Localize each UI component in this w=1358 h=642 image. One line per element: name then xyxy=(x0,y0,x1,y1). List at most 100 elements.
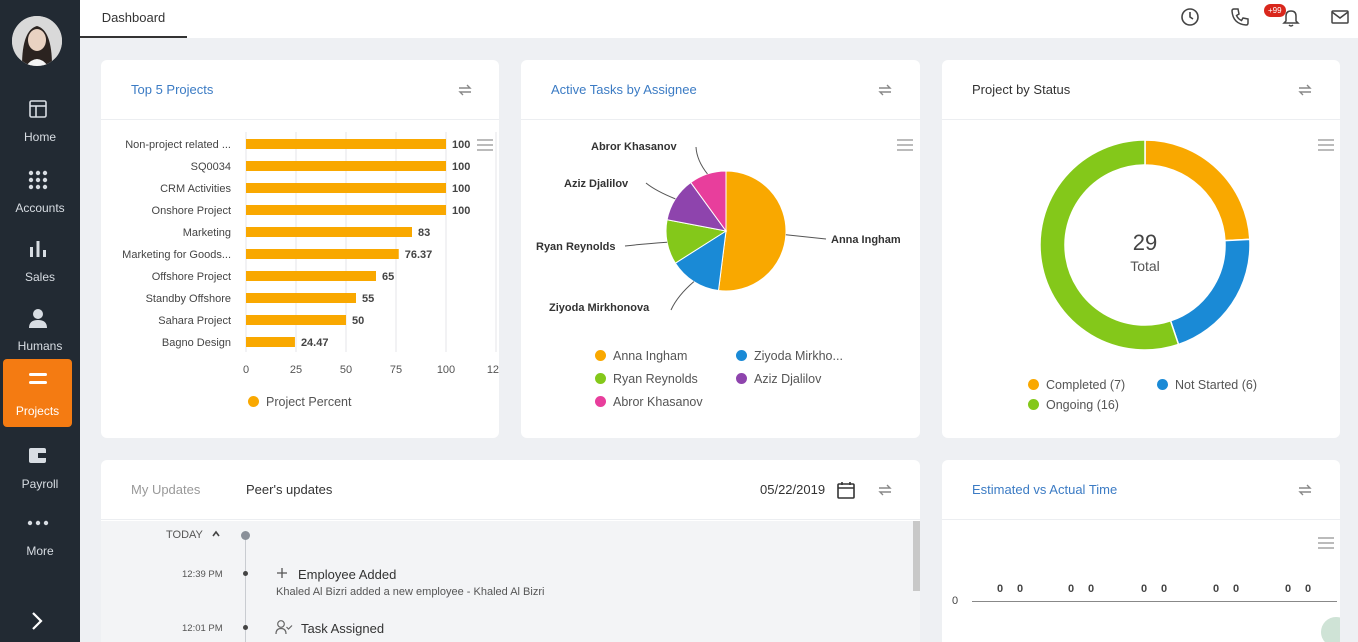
bar-value-label: 24.47 xyxy=(301,337,329,349)
sidebar-item-label: More xyxy=(26,544,54,558)
phone-icon[interactable] xyxy=(1229,6,1251,28)
legend-item[interactable]: Ziyoda Mirkho... xyxy=(736,349,843,363)
bar-value-label: 55 xyxy=(362,293,374,305)
tab-dashboard[interactable]: Dashboard xyxy=(80,0,187,38)
bar-value-label: 83 xyxy=(418,227,430,239)
refresh-icon[interactable] xyxy=(875,80,895,100)
person-icon xyxy=(29,309,47,328)
legend-item[interactable]: Ryan Reynolds xyxy=(595,372,698,386)
y-category-label: Sahara Project xyxy=(158,315,231,327)
bar-value-label: 0 xyxy=(1141,583,1148,595)
chat-button[interactable] xyxy=(1321,617,1340,642)
y-category-label: CRM Activities xyxy=(160,183,231,195)
legend-item[interactable]: Abror Khasanov xyxy=(595,395,703,409)
card-title: Top 5 Projects xyxy=(131,82,214,97)
legend-label: Aziz Djalilov xyxy=(754,372,822,386)
legend-label: Completed (7) xyxy=(1046,378,1126,392)
today-label[interactable]: TODAY xyxy=(166,529,203,541)
pie-slice xyxy=(690,170,727,233)
sidebar-item-label: Payroll xyxy=(21,477,59,491)
bell-icon[interactable] xyxy=(1280,6,1302,28)
refresh-icon[interactable] xyxy=(875,480,895,500)
scrollbar-thumb[interactable] xyxy=(913,521,920,591)
pie-leader-line xyxy=(624,241,668,247)
bar-value-label: 100 xyxy=(452,161,470,173)
bar xyxy=(246,293,356,303)
sidebar-item-label: Home xyxy=(23,130,56,144)
project-status-card: Project by Status 29 Total Completed (7)… xyxy=(942,60,1340,438)
refresh-icon[interactable] xyxy=(1295,480,1315,500)
refresh-icon[interactable] xyxy=(1295,80,1315,100)
legend-item[interactable]: Not Started (6) xyxy=(1157,378,1257,392)
pie-leader-line xyxy=(670,281,695,311)
donut-segment xyxy=(1039,139,1180,351)
legend-item[interactable]: Completed (7) xyxy=(1028,378,1125,392)
bar xyxy=(246,337,295,347)
calendar-icon[interactable] xyxy=(836,480,856,500)
legend-swatch xyxy=(736,350,747,361)
pie-slice-label: Abror Khasanov xyxy=(591,141,677,153)
bar xyxy=(246,161,446,171)
card-title: Project by Status xyxy=(972,82,1071,97)
bar xyxy=(246,227,412,237)
chart-menu-icon[interactable] xyxy=(1317,138,1335,152)
donut-center: 29 Total xyxy=(1095,230,1195,274)
card-title: Active Tasks by Assignee xyxy=(551,82,697,97)
chart-menu-icon[interactable] xyxy=(1317,536,1335,550)
chevron-up-icon[interactable] xyxy=(211,529,221,539)
x-tick-label: 50 xyxy=(340,364,352,376)
bar-value-label: 0 xyxy=(1305,583,1312,595)
legend-item[interactable]: Ongoing (16) xyxy=(1028,398,1119,412)
legend-swatch xyxy=(736,373,747,384)
more-dots-icon xyxy=(27,520,49,526)
bar xyxy=(246,183,446,193)
bar-value-label: 100 xyxy=(452,205,470,217)
date-value[interactable]: 05/22/2019 xyxy=(760,482,826,497)
card-header: Active Tasks by Assignee xyxy=(521,60,920,120)
legend-label: Abror Khasanov xyxy=(613,395,703,409)
chart-menu-icon[interactable] xyxy=(896,138,914,152)
card-header: My Updates Peer's updates 05/22/2019 xyxy=(101,460,920,520)
chart-menu-icon[interactable] xyxy=(476,138,494,152)
clock-icon[interactable] xyxy=(1179,6,1201,28)
update-description: Khaled Al Bizri added a new employee - K… xyxy=(276,586,545,598)
active-tasks-card: Active Tasks by Assignee Anna Ingham Ziyo… xyxy=(521,60,920,438)
legend-swatch xyxy=(1028,399,1039,410)
legend-swatch xyxy=(1028,379,1039,390)
legend-label: Ongoing (16) xyxy=(1046,398,1119,412)
sidebar-item-accounts[interactable]: Accounts xyxy=(0,159,80,227)
avatar[interactable] xyxy=(12,16,62,66)
bar xyxy=(246,139,446,149)
pie-slice xyxy=(717,170,787,292)
sidebar-item-more[interactable]: More xyxy=(0,502,80,570)
refresh-icon[interactable] xyxy=(455,80,475,100)
sidebar-item-sales[interactable]: Sales xyxy=(0,228,80,296)
legend-item[interactable]: Aziz Djalilov xyxy=(736,372,821,386)
bar-value-label: 0 xyxy=(1285,583,1292,595)
pie-slice xyxy=(674,230,727,292)
chevron-right-icon[interactable] xyxy=(28,610,46,632)
project-status-chart xyxy=(1039,139,1251,351)
timeline-line xyxy=(245,540,246,642)
tab-my-updates[interactable]: My Updates xyxy=(131,482,201,497)
pie-slice-label: Aziz Djalilov xyxy=(564,178,629,190)
bar-value-label: 0 xyxy=(1161,583,1168,595)
y-category-label: Marketing xyxy=(183,227,231,239)
bar-value-label: 65 xyxy=(382,271,394,283)
sidebar-item-home[interactable]: Home xyxy=(0,88,80,156)
update-time: 12:01 PM xyxy=(182,623,223,634)
bar xyxy=(246,205,446,215)
y-category-label: Standby Offshore xyxy=(146,293,231,305)
pie-slice-label: Ziyoda Mirkhonova xyxy=(549,302,650,314)
sidebar-item-humans[interactable]: Humans xyxy=(0,297,80,365)
y-axis-zero: 0 xyxy=(952,595,959,607)
timeline-dot xyxy=(243,571,248,576)
card-header: Top 5 Projects xyxy=(101,60,499,120)
tab-peer-updates[interactable]: Peer's updates xyxy=(246,482,333,497)
legend-item[interactable]: Anna Ingham xyxy=(595,349,687,363)
update-time: 12:39 PM xyxy=(182,569,223,580)
card-header: Estimated vs Actual Time xyxy=(942,460,1340,520)
sidebar-item-projects[interactable]: Projects xyxy=(3,359,72,427)
mail-icon[interactable] xyxy=(1329,6,1351,28)
sidebar-item-payroll[interactable]: Payroll xyxy=(0,435,80,503)
